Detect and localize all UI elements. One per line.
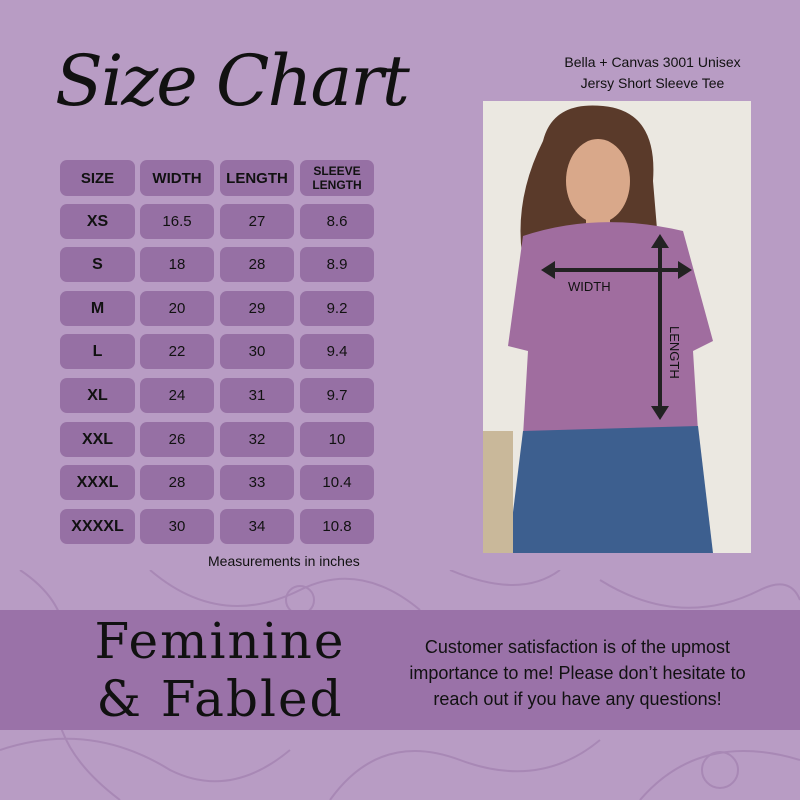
product-line-2: Jersy Short Sleeve Tee — [580, 75, 725, 91]
table-cell: 31 — [220, 378, 294, 413]
table-cell-text: 27 — [248, 213, 266, 230]
column-header: WIDTH — [140, 160, 214, 196]
table-cell-text: 9.7 — [326, 387, 348, 404]
measurement-note: Measurements in inches — [208, 553, 360, 569]
table-cell-text: 31 — [248, 387, 266, 404]
table-cell: 33 — [220, 465, 294, 500]
table-cell: 28 — [220, 247, 294, 282]
table-cell-text: 34 — [248, 518, 266, 535]
table-cell-text: 29 — [248, 300, 266, 317]
column-header: LENGTH — [220, 160, 294, 196]
size-cell-text: M — [90, 299, 105, 317]
table-cell-text: 28 — [168, 474, 186, 491]
table-cell-text: 9.2 — [326, 300, 348, 317]
size-cell: XXXXL — [60, 509, 135, 544]
table-cell-text: 30 — [248, 343, 266, 360]
size-cell: XXL — [60, 422, 135, 457]
table-cell-text: 8.9 — [326, 256, 348, 273]
size-cell-text: L — [92, 342, 103, 360]
table-cell-text: 8.6 — [326, 213, 348, 230]
table-cell-text: 16.5 — [162, 213, 192, 230]
table-cell-text: 18 — [168, 256, 186, 273]
table-cell: 10 — [300, 422, 374, 457]
table-cell-text: 32 — [248, 431, 266, 448]
table-cell: 20 — [140, 291, 214, 326]
measurement-arrows-icon — [541, 234, 692, 420]
table-cell-text: 24 — [168, 387, 186, 404]
column-header-text: SLEEVE LENGTH — [312, 164, 362, 192]
table-cell: 29 — [220, 291, 294, 326]
table-cell: 10.8 — [300, 509, 374, 544]
table-cell: 16.5 — [140, 204, 214, 239]
size-cell: S — [60, 247, 135, 282]
table-cell: 24 — [140, 378, 214, 413]
table-cell-text: 30 — [168, 518, 186, 535]
table-cell: 22 — [140, 334, 214, 369]
table-cell-text: 10.8 — [322, 518, 352, 535]
size-cell-text: XXXXL — [71, 517, 124, 535]
size-cell-text: XXL — [81, 430, 114, 448]
table-cell-text: 33 — [248, 474, 266, 491]
table-cell: 9.4 — [300, 334, 374, 369]
size-cell-text: XXXL — [76, 473, 119, 491]
customer-message: Customer satisfaction is of the upmost i… — [409, 637, 746, 709]
size-cell-text: XL — [87, 386, 108, 404]
size-chart-title: Size Chart — [55, 12, 410, 142]
table-cell: 10.4 — [300, 465, 374, 500]
table-cell: 8.6 — [300, 204, 374, 239]
size-cell: XL — [60, 378, 135, 413]
table-cell: 9.2 — [300, 291, 374, 326]
table-cell: 8.9 — [300, 247, 374, 282]
size-cell-text: XS — [86, 212, 109, 230]
table-cell: 9.7 — [300, 378, 374, 413]
table-cell: 30 — [140, 509, 214, 544]
table-cell-text: 26 — [168, 431, 186, 448]
size-cell: L — [60, 334, 135, 369]
table-cell: 34 — [220, 509, 294, 544]
size-cell: M — [60, 291, 135, 326]
column-header-text: SIZE — [80, 169, 115, 187]
table-cell-text: 22 — [168, 343, 186, 360]
table-cell: 18 — [140, 247, 214, 282]
product-line-1: Bella + Canvas 3001 Unisex — [564, 54, 741, 70]
table-cell-text: 10 — [328, 431, 346, 448]
column-header-text: WIDTH — [152, 169, 202, 187]
title-text: Size Chart — [55, 40, 410, 122]
brand-banner — [0, 610, 800, 730]
table-cell-text: 10.4 — [322, 474, 352, 491]
column-header-text: LENGTH — [226, 169, 288, 187]
product-name: Bella + Canvas 3001 Unisex Jersy Short S… — [540, 52, 765, 94]
size-cell: XS — [60, 204, 135, 239]
length-label: LENGTH — [667, 326, 682, 379]
table-cell: 32 — [220, 422, 294, 457]
table-cell-text: 28 — [248, 256, 266, 273]
column-header: SIZE — [60, 160, 135, 196]
column-header: SLEEVE LENGTH — [300, 160, 374, 196]
table-cell-text: 9.4 — [326, 343, 348, 360]
table-cell: 28 — [140, 465, 214, 500]
size-cell: XXXL — [60, 465, 135, 500]
model-photo: WIDTH LENGTH — [483, 101, 751, 553]
table-cell-text: 20 — [168, 300, 186, 317]
width-label: WIDTH — [568, 279, 611, 294]
brand-line-2: & Fabled — [96, 670, 344, 728]
brand-line-1: Feminine — [94, 612, 346, 670]
table-cell: 27 — [220, 204, 294, 239]
size-cell-text: S — [92, 255, 103, 273]
table-cell: 26 — [140, 422, 214, 457]
brand-name: Feminine & Fabled — [80, 612, 360, 728]
table-cell: 30 — [220, 334, 294, 369]
